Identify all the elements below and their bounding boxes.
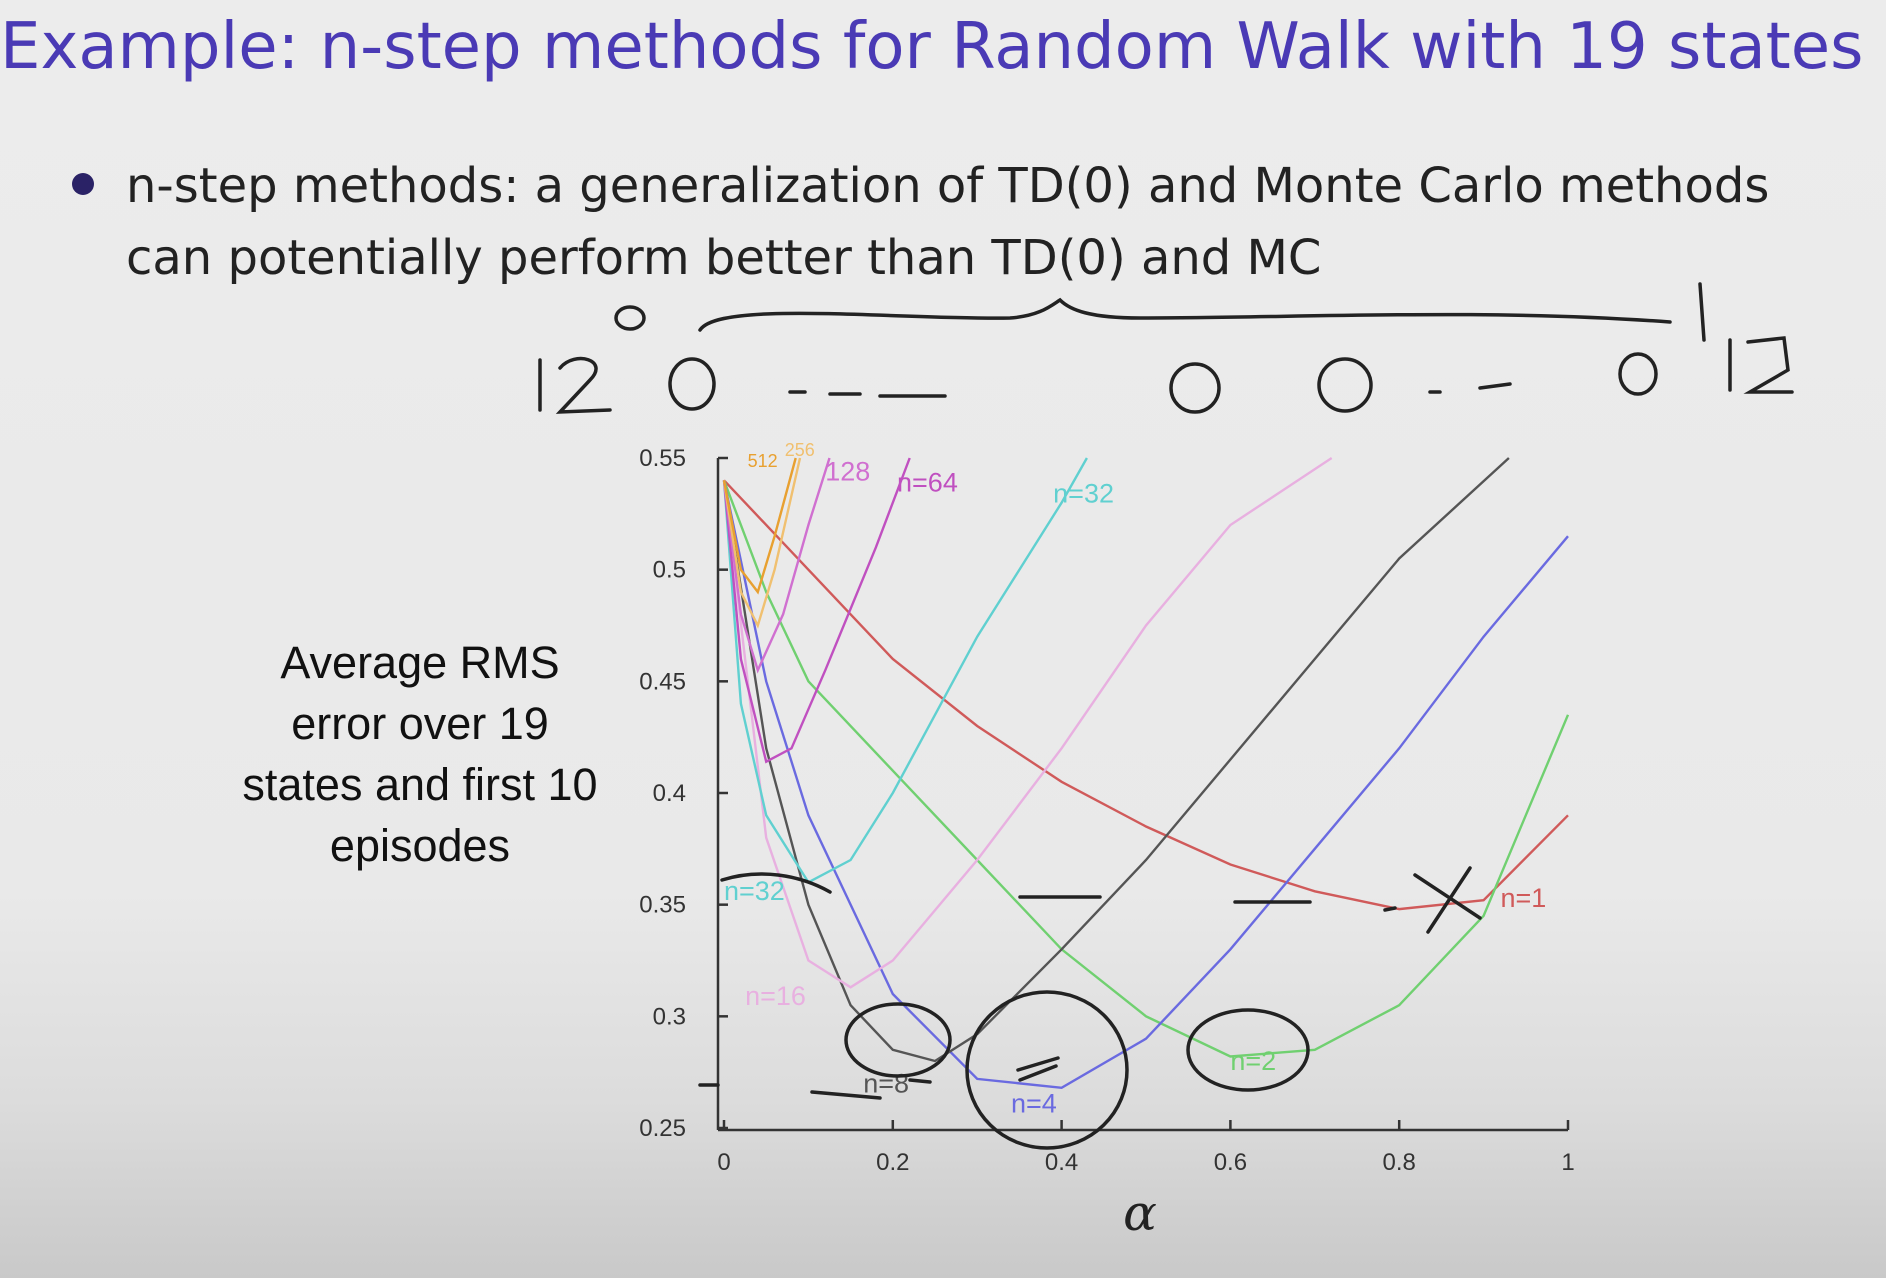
y-tick-label: 0.55 xyxy=(639,445,686,472)
annotation-zero-left xyxy=(668,357,716,411)
annotation-twelve-right xyxy=(1728,336,1794,394)
series-label: n=64 xyxy=(897,468,958,498)
series-line-2 xyxy=(722,480,1569,1090)
x-axis-label: α xyxy=(1123,1184,1157,1242)
x-tick-label: 0.4 xyxy=(1045,1149,1078,1176)
annotation-circled-five xyxy=(1169,362,1221,414)
y-tick-label: 0.45 xyxy=(639,668,686,695)
series-label: n=16 xyxy=(745,981,806,1011)
annotation-x-mark xyxy=(1413,866,1482,934)
series-line-7 xyxy=(722,457,831,674)
series-line-1 xyxy=(722,479,1570,1058)
x-tick-label: 0.8 xyxy=(1383,1149,1416,1176)
chart-curves xyxy=(722,456,1570,1090)
y-tick-label: 0.25 xyxy=(639,1115,686,1142)
annotation-dash-mark-3 xyxy=(1383,906,1397,912)
y-tick-label: 0.5 xyxy=(653,557,686,584)
y-tick-label: 0.35 xyxy=(639,892,686,919)
bullet-dot xyxy=(72,173,94,195)
series-label: n=8 xyxy=(863,1068,909,1098)
annotation-circle-n4 xyxy=(965,990,1129,1150)
annotation-scribble-min xyxy=(1016,1056,1060,1082)
series-line-9 xyxy=(722,457,797,595)
chart-series-labels: n=1 n=2 n=4 n=8 n=16 n=32 n=64 n=32 128 512 256 xyxy=(724,440,1546,1119)
annotation-dashes-right xyxy=(1428,382,1512,394)
annotation-one-right xyxy=(1698,282,1706,342)
annotation-circle-n2 xyxy=(1186,1008,1310,1092)
annotation-zero-right xyxy=(1618,352,1658,396)
annotation-dashes-left xyxy=(788,390,947,398)
series-line-5 xyxy=(722,457,1088,884)
annotation-circle-n32 xyxy=(720,872,832,894)
x-tick-label: 0.2 xyxy=(876,1149,909,1176)
x-tick-label: 1 xyxy=(1561,1149,1574,1176)
series-line-8 xyxy=(722,457,802,629)
y-tick-label: 0.3 xyxy=(653,1003,686,1030)
series-label: n=32 xyxy=(1053,479,1114,509)
series-label: n=4 xyxy=(1011,1088,1057,1118)
annotation-circle-n8 xyxy=(844,1002,952,1078)
series-line-4 xyxy=(722,456,1333,989)
series-label: 256 xyxy=(785,440,815,460)
annotation-twelve-left xyxy=(538,356,612,414)
chart-axes: 0 0.2 0.4 0.6 0.8 1 0.25 0.3 0.35 0.4 0.45 0.5 0.55 xyxy=(639,445,1574,1176)
series-label: 512 xyxy=(748,451,778,471)
series-line-0 xyxy=(723,479,1569,911)
annotation-zero-middle xyxy=(1317,357,1373,413)
handwritten-annotations xyxy=(538,282,1794,1150)
series-label: n=2 xyxy=(1230,1046,1276,1076)
series-label: n=32 xyxy=(724,876,785,906)
series-label: n=1 xyxy=(1500,883,1546,913)
annotation-axis-dash xyxy=(698,1078,932,1100)
slide-title: Example: n-step methods for Random Walk … xyxy=(0,10,1864,84)
x-tick-label: 0 xyxy=(717,1149,730,1176)
bullet-text: n-step methods: a generalization of TD(0… xyxy=(126,158,1770,286)
x-tick-label: 0.6 xyxy=(1214,1149,1247,1176)
y-tick-label: 0.4 xyxy=(653,780,686,807)
annotation-brace xyxy=(698,297,1672,332)
series-line-6 xyxy=(722,457,911,764)
series-label: 128 xyxy=(825,456,870,486)
annotation-zero-small xyxy=(614,305,646,331)
y-axis-label: Average RMS error over 19 states and fir… xyxy=(242,637,598,871)
